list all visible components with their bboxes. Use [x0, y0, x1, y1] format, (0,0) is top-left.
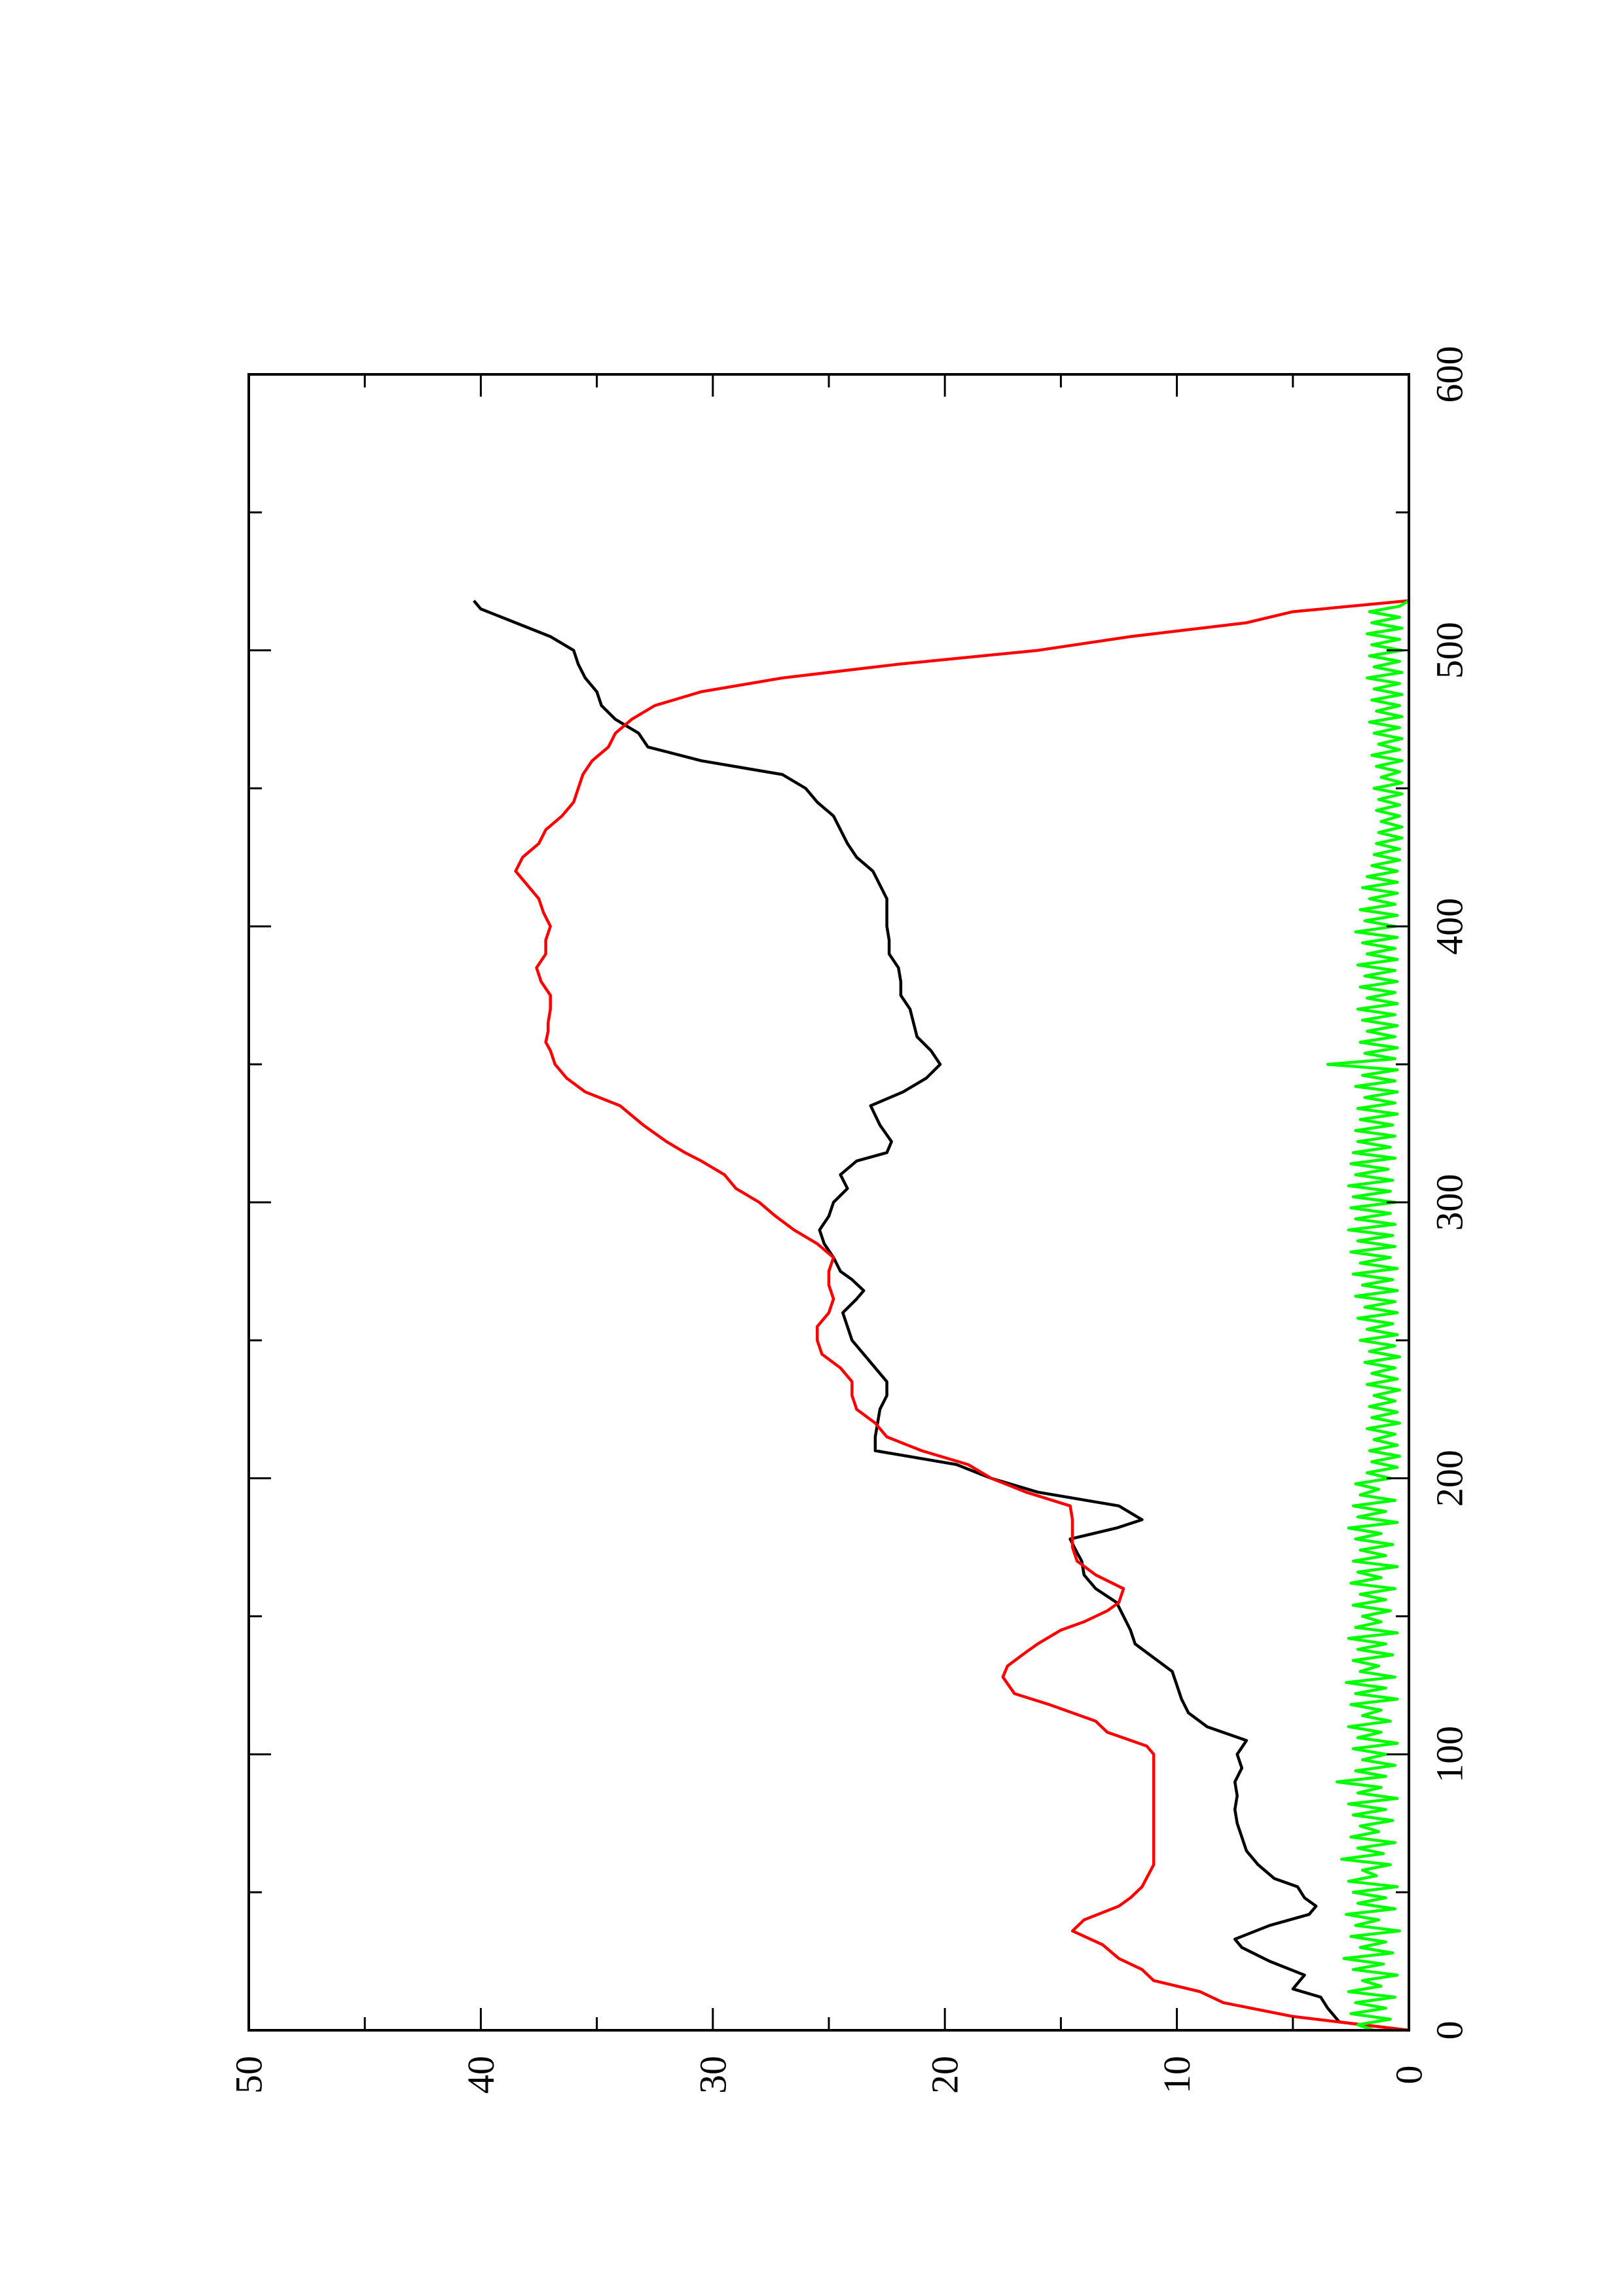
- x-tick-label: 200: [1429, 1450, 1471, 1507]
- labels-layer: 0 100 200 300 400 500 600 0 10 20 30 40 50: [228, 346, 1471, 2094]
- ticks-layer: [247, 373, 1410, 2032]
- y-tick-label: 50: [228, 2056, 270, 2094]
- y-tick-label: 30: [691, 2056, 734, 2094]
- series-line-1: [514, 599, 1410, 2032]
- y-tick-label: 40: [460, 2056, 502, 2094]
- y-tick-label: 10: [1156, 2056, 1198, 2094]
- x-tick-label: 400: [1429, 898, 1471, 955]
- x-tick-label: 500: [1429, 622, 1471, 679]
- series-layer: [473, 599, 1410, 2032]
- series-line-2: [1326, 599, 1410, 2032]
- x-tick-label: 300: [1429, 1174, 1471, 1231]
- x-tick-label: 600: [1429, 346, 1471, 403]
- y-tick-label: 0: [1388, 2066, 1431, 2085]
- y-tick-label: 20: [924, 2056, 966, 2094]
- x-tick-label: 0: [1429, 2021, 1471, 2040]
- x-tick-label: 100: [1429, 1726, 1471, 1783]
- series-line-0: [473, 600, 1410, 2032]
